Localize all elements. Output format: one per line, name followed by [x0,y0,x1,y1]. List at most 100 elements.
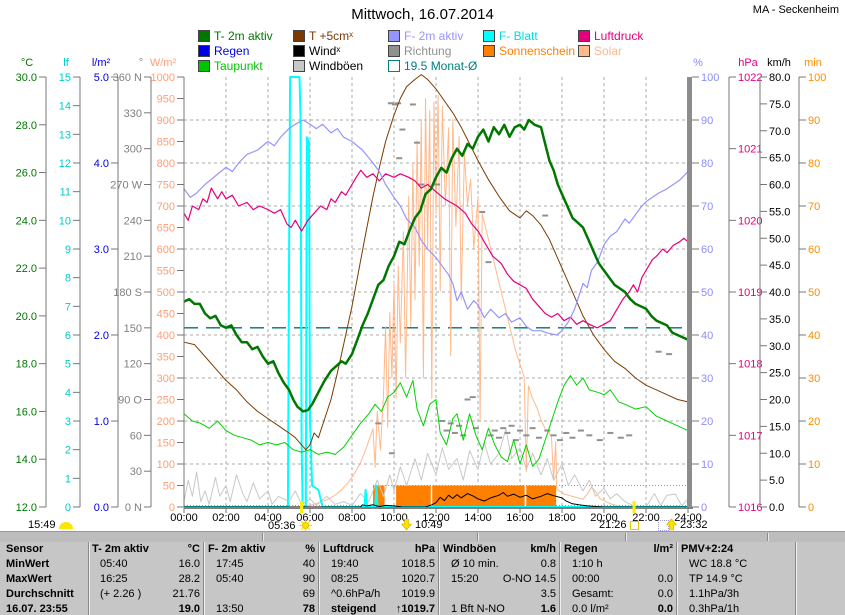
series-point-richtung [544,429,551,432]
legend-item-luftdruck: Luftdruck [578,30,643,42]
legend-label: F- 2m aktiv [404,29,464,43]
series-point-richtung [496,436,502,439]
series-point-richtung [666,353,673,356]
series-point-richtung [517,429,523,432]
axis-tick-label: 5.0 [94,72,109,84]
axis-tick-label: 10 [59,215,71,227]
series-point-richtung [563,431,570,434]
series-point-richtung [617,436,624,439]
cell-text: 05:40 [100,558,128,570]
cell-value: 69 [302,588,315,600]
axis-tick-label: 0.0 [94,502,109,514]
legend-label: Solar [594,44,623,58]
cell-value: 21.76 [172,588,200,600]
axis-tick-label: 3 [65,416,71,428]
column-header: T- 2m aktiv [92,543,149,555]
axis-tick-label: 55.0 [769,206,790,218]
axis-tick-label: 1020 [738,215,762,227]
axis-tick-label: 6 [65,330,71,342]
strip-separator [477,533,479,541]
axis-tick-label: 30.0 [769,341,790,353]
series-point-richtung [392,103,399,106]
sun-event-tick [632,501,636,513]
axis-tick-label: 40.0 [769,287,790,299]
axis-tick-label: 150 [157,438,175,450]
series-point-richtung [556,439,563,442]
legend-swatch-luftdruck [578,30,590,42]
axis-tick-label: 80 [808,158,820,170]
cell-text: 15:20 [451,573,479,585]
cell-text: 08:25 [331,573,359,585]
row-label: MinWert [6,558,50,570]
legend-swatch-fblatt [483,30,495,42]
legend-item-regen: Regen [198,45,249,57]
axis-tick-label: 15 [59,72,71,84]
axis-tick-label: 2 [65,445,71,457]
axis-tick-label: 250 [157,395,175,407]
axis-tick-label: 0 [169,502,175,514]
axis-tick-label: 11 [60,187,71,199]
axis-tick-label: 28.0 [16,120,37,132]
arrow-down-icon [401,519,412,531]
cell-value: 90 [302,573,315,585]
table-column-separator [795,542,797,615]
cell-value: 1020.7 [401,573,435,585]
series-point-richtung [542,214,549,217]
axis-tick-label: 13 [59,129,71,141]
series-point-richtung [535,436,542,439]
series-t2m [183,118,689,413]
axis-tick-label: 45.0 [769,260,790,272]
marker-left-time: 15:49 [28,519,73,531]
series-point-richtung [626,434,633,437]
series-point-richtung [396,157,403,160]
axis-tick-label: 30.0 [16,72,37,84]
axis-tick-label: 1021 [738,144,762,156]
legend-label: Sonnenschein [499,44,576,58]
axis-unit-label: min [804,57,822,69]
axis-tick-label: 1 [65,473,71,485]
column-header: Regen [564,543,598,555]
column-unit: % [305,543,315,555]
axis-tick-label: 20.0 [16,311,37,323]
axis-tick-label: 350 [157,352,175,364]
axis-tick-label: 60.0 [769,180,790,192]
series-point-richtung [434,183,441,186]
stats-table: Sensor MinWert MaxWert Durchschnitt 16.07. 2… [0,542,845,615]
time-label: 06:00 [296,512,324,524]
legend-item-t5cm: T +5cmˣ [293,30,353,42]
cell-value: 3.5 [540,588,556,600]
axis-tick-label: 50 [163,481,175,493]
legend-label: 19.5 Monat-Ø [404,59,478,73]
legend-item-monat: 19.5 Monat-Ø [388,60,477,72]
time-label: 20:00 [590,512,618,524]
axis-tick-label: 70 [808,201,820,213]
axis-tick-label: 5.0 [769,475,784,487]
sun-icon [298,519,312,532]
legend-swatch-windboeen [293,60,305,72]
axis-tick-label: 180 S [113,287,142,299]
series-point-richtung [550,434,557,437]
cell-value: 16.0 [178,558,200,570]
legend-label: Windböen [309,59,364,73]
legend-item-f2m: F- 2m aktiv [388,30,463,42]
legend-swatch-sonne [483,45,495,57]
axis-tick-label: 40 [701,330,713,342]
cell-text: 19:40 [331,558,359,570]
axis-tick-label: 240 [124,215,142,227]
cell-value: 1.6 [540,603,556,615]
axis-tick-label: 20.0 [769,395,790,407]
cell-text: Ø 10 min. [451,558,499,570]
axis-tick-label: 9 [65,244,71,256]
series-point-richtung [487,434,494,437]
legend-swatch-regen [198,45,210,57]
cell-value: 28.2 [178,573,200,585]
table-column-separator [88,542,90,615]
axis-tick-label: 1018 [738,359,762,371]
time-label: 08:00 [338,512,366,524]
series-point-richtung [388,452,395,455]
axis-tick-label: 65.0 [769,153,790,165]
cell-value: 40 [302,558,315,570]
axis-tick-label: 360 N [113,72,142,84]
legend-item-richtung: Richtung [388,45,451,57]
cell-value: O-NO 14.5 [502,573,556,585]
